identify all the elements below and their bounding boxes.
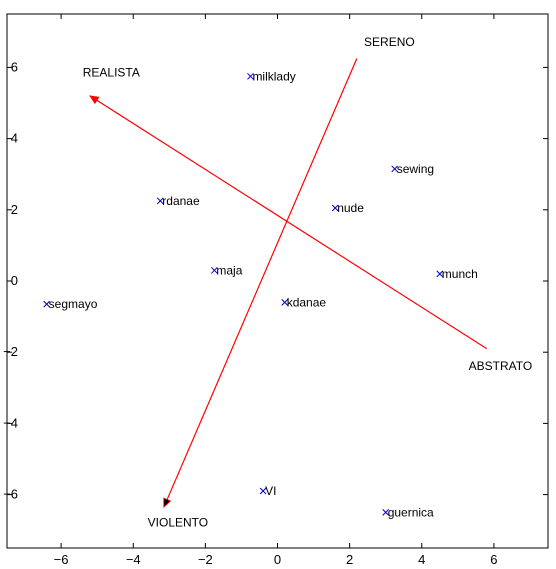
point-label: rdanae <box>162 194 200 208</box>
point-guernica: guernica <box>382 505 434 519</box>
point-sewing: sewing <box>391 162 434 176</box>
point-marker <box>247 72 254 80</box>
point-label: segmayo <box>49 297 98 311</box>
point-VI: VI <box>259 484 276 498</box>
x-tick-label: −4 <box>126 552 141 567</box>
direction-label-realista: REALISTA <box>83 65 140 79</box>
vector-line-realista <box>89 95 488 350</box>
point-label: guernica <box>388 505 434 519</box>
point-rdanae: rdanae <box>156 194 200 208</box>
point-marker <box>436 270 444 278</box>
direction-label-sereno: SERENO <box>364 35 415 49</box>
point-marker <box>281 299 289 306</box>
point-munch: munch <box>436 267 478 281</box>
point-label: nude <box>337 201 364 215</box>
point-kdanae: kdanae <box>281 295 327 309</box>
x-tick-label: −6 <box>54 552 69 567</box>
axis-label-layer: REALISTA SERENO ABSTRATO VIOLENTO <box>83 35 532 530</box>
point-label: milklady <box>252 69 295 83</box>
point-milklady: milklady <box>247 69 296 83</box>
point-marker <box>211 266 218 274</box>
y-tick-label: −6 <box>3 487 18 502</box>
point-maja: maja <box>211 263 243 277</box>
point-label: munch <box>442 267 478 281</box>
plot-frame <box>6 13 549 549</box>
x-tick-label: −2 <box>198 552 213 567</box>
point-label: maja <box>216 263 242 277</box>
x-tick-label: 0 <box>274 552 281 567</box>
y-tick-label: 4 <box>11 131 18 146</box>
point-marker <box>43 300 51 308</box>
direction-label-abstrato: ABSTRATO <box>469 359 533 373</box>
x-tick-label: 6 <box>490 552 497 567</box>
point-layer: milklady sewing rdanae nude maja munch segmayo… <box>43 69 478 519</box>
vector-arrowhead-realista <box>89 95 100 105</box>
x-tick-label: 4 <box>418 552 425 567</box>
point-segmayo: segmayo <box>43 297 98 311</box>
point-label: VI <box>265 484 276 498</box>
vector-arrowhead-violento <box>163 497 172 508</box>
point-marker <box>382 509 390 516</box>
vector-line-violento <box>163 58 358 508</box>
point-marker <box>391 165 399 173</box>
point-marker <box>259 487 267 495</box>
point-marker <box>156 197 164 205</box>
y-tick-label: 0 <box>11 273 18 288</box>
y-tick-label: −2 <box>3 344 18 359</box>
axis-ticks: −6 −4 −2 0 2 4 6 −6 −4 −2 0 2 4 6 <box>3 14 548 567</box>
y-tick-label: 6 <box>11 59 18 74</box>
x-tick-label: 2 <box>346 552 353 567</box>
point-label: kdanae <box>287 295 327 309</box>
point-label: sewing <box>397 162 434 176</box>
y-tick-label: 2 <box>11 202 18 217</box>
vector-layer <box>89 58 488 508</box>
point-marker <box>331 204 339 212</box>
y-tick-label: −4 <box>3 415 18 430</box>
direction-label-violento: VIOLENTO <box>148 516 208 530</box>
point-nude: nude <box>331 201 364 215</box>
